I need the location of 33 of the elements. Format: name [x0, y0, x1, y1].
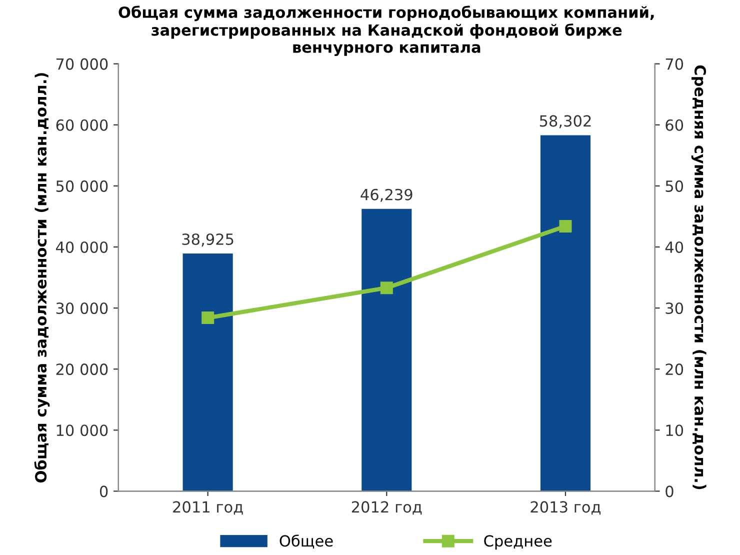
point	[202, 312, 214, 324]
y2-tick-label: 30	[666, 302, 684, 314]
legend-label: Общее	[280, 534, 333, 549]
y-tick-label: 0	[100, 486, 108, 498]
y2-tick-label: 10	[666, 424, 684, 436]
data-label: 46,239	[360, 188, 412, 202]
y2-tick-label: 50	[666, 180, 684, 192]
y2-tick-label: 70	[666, 58, 684, 70]
x-tick-label: 2013 год	[530, 501, 601, 515]
y-axis-title: Общая сумма задолженности (млн кан.долл.)	[34, 73, 50, 482]
legend-label: Среднее	[484, 535, 552, 550]
y-tick-label: 60 000	[56, 119, 108, 131]
y-tick-label: 40 000	[56, 241, 108, 253]
y-tick-label: 30 000	[56, 302, 108, 314]
y-tick-label: 50 000	[56, 180, 108, 192]
y2-tick-label: 60	[666, 119, 684, 131]
y-tick-label: 10 000	[56, 424, 108, 436]
y2-axis-title: Средняя сумма задолженности (млн кан.долл.)	[691, 65, 706, 490]
x-tick-label: 2012 год	[352, 501, 422, 515]
y-tick-label: 20 000	[56, 364, 108, 376]
y2-tick-label: 0	[666, 486, 674, 498]
y2-tick-label: 40	[665, 241, 684, 253]
point	[380, 282, 393, 294]
x-tick-label: 2011 год	[173, 501, 243, 515]
point	[559, 220, 572, 232]
bar	[540, 135, 591, 492]
bar	[182, 254, 233, 492]
chart-title: Общая сумма задолженности горнодобывающих компаний, зарегистрированных на Канадской фондовой бирже венчурного капитала	[118, 6, 654, 56]
y-tick-label: 70 000	[56, 58, 108, 70]
data-label: 58,302	[540, 115, 591, 128]
bar	[362, 208, 412, 492]
y2-tick-label: 20	[666, 364, 684, 376]
data-label: 38,925	[182, 233, 234, 247]
